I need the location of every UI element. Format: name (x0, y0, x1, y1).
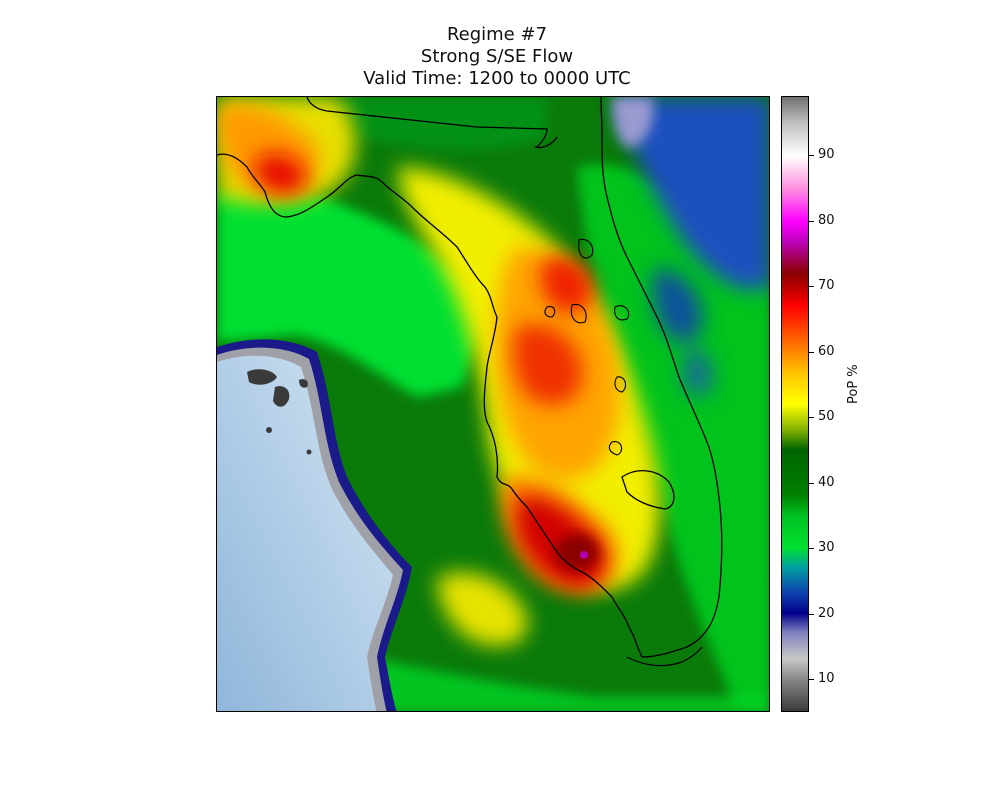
gulf-gray-islands (247, 369, 312, 455)
colorbar-tick-label: 10 (818, 671, 835, 687)
florida-keys (626, 646, 703, 667)
max-pop-point (580, 551, 588, 559)
inland-lakes (544, 238, 630, 456)
gulf-water (217, 355, 393, 711)
atlantic-gray-patch (612, 97, 654, 148)
colorbar-tick-mark (809, 417, 814, 419)
colorbar-tick-mark (809, 482, 814, 484)
colorbar-tick-label: 30 (818, 540, 835, 556)
title-valid-time: Valid Time: 1200 to 0000 UTC (363, 68, 631, 89)
colorbar-tick-mark (809, 679, 814, 681)
colorbar-tick-mark (809, 154, 814, 156)
colorbar-tick-mark (809, 220, 814, 222)
colorbar-tick-label: 80 (818, 212, 835, 228)
colorbar-tick-label: 70 (818, 278, 835, 294)
colorbar (781, 96, 809, 712)
colorbar-tick-mark (809, 351, 814, 353)
colorbar-tick-label: 20 (818, 605, 835, 621)
colorbar-tick-label: 40 (818, 474, 835, 490)
colorbar-tick-label: 50 (818, 409, 835, 425)
colorbar-tick-mark (809, 548, 814, 550)
max-pop-core (555, 534, 599, 570)
colorbar-tick-label: 60 (818, 343, 835, 359)
atlantic-low-pop (617, 97, 769, 397)
colorbar-ticks: 10 20 30 40 50 60 70 80 90 (809, 96, 869, 712)
colorbar-tick-label: 90 (818, 146, 835, 162)
coastline (217, 97, 723, 658)
map-title: Regime #7 Strong S/SE Flow Valid Time: 1… (0, 24, 994, 90)
title-regime: Regime #7 (446, 24, 548, 45)
florida-pop-field (217, 97, 769, 711)
colorbar-tick-mark (809, 286, 814, 288)
title-flow: Strong S/SE Flow (420, 46, 574, 67)
colorbar-tick-mark (809, 613, 814, 615)
colorbar-label: PoP % (846, 364, 861, 404)
pop-map (216, 96, 770, 712)
